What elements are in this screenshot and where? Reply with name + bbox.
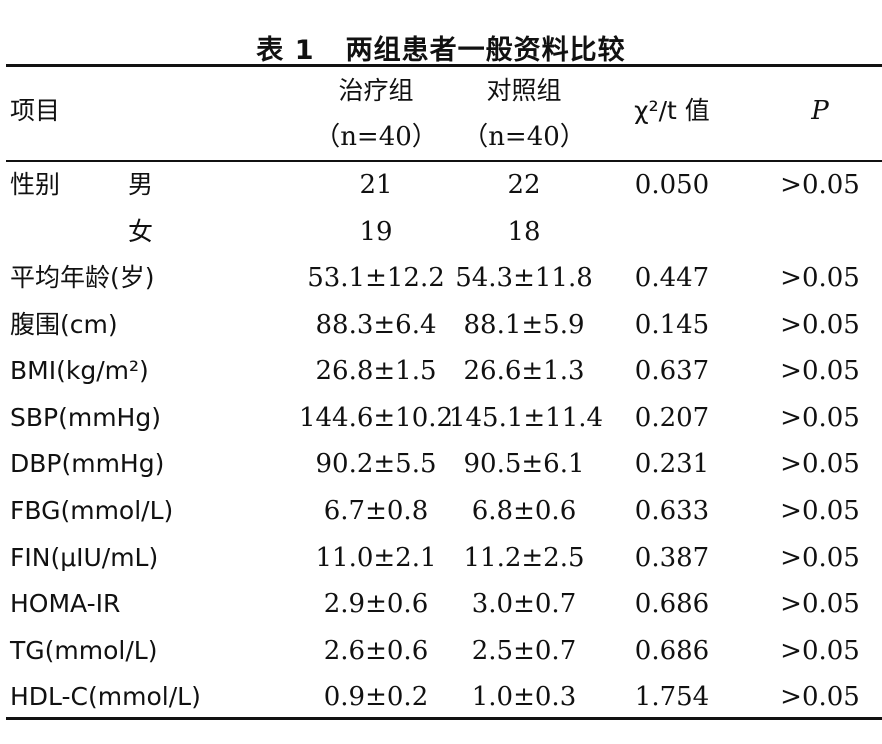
treatment-value: 144.6±10.2 [298,403,454,433]
p-value: >0.05 [780,356,860,386]
treatment-value: 6.7±0.8 [323,496,429,526]
row-label: FBG(mmol/L) [10,496,174,525]
header-group1-name: 治疗组 [338,76,414,105]
table-bottom-rule [6,717,882,720]
header-group1-n: （n=40） [314,122,438,152]
control-value: 88.1±5.9 [463,310,585,340]
table-row: HDL-C(mmol/L) 0.9±0.2 1.0±0.3 1.754 >0.0… [0,674,882,720]
stat-value: 0.633 [634,496,710,526]
table-row: DBP(mmHg) 90.2±5.5 90.5±6.1 0.231 >0.05 [0,441,882,487]
row-sub-label: 女 [128,217,154,246]
treatment-value: 19 [359,217,393,247]
treatment-value: 11.0±2.1 [315,543,437,573]
treatment-value: 88.3±6.4 [315,310,437,340]
table-row: FBG(mmol/L) 6.7±0.8 6.8±0.6 0.633 >0.05 [0,488,882,534]
stat-value: 0.207 [634,403,710,433]
row-sub-label: 男 [128,170,154,199]
row-label: HOMA-IR [10,589,121,618]
p-value: >0.05 [780,449,860,479]
treatment-value: 0.9±0.2 [323,682,429,712]
control-value: 3.0±0.7 [471,589,577,619]
row-label: BMI(kg/m²) [10,356,149,385]
control-value: 145.1±11.4 [448,403,604,433]
header-stat: χ²/t 值 [634,96,710,125]
stat-value: 1.754 [634,682,710,712]
table-top-rule [6,64,882,67]
table-row: FIN(μIU/mL) 11.0±2.1 11.2±2.5 0.387 >0.0… [0,535,882,581]
row-label: 平均年龄(岁) [10,263,155,292]
treatment-value: 26.8±1.5 [315,356,437,386]
table-row: HOMA-IR 2.9±0.6 3.0±0.7 0.686 >0.05 [0,581,882,627]
p-value: >0.05 [780,263,860,293]
stat-value: 0.387 [634,543,710,573]
treatment-value: 2.9±0.6 [323,589,429,619]
stat-value: 0.050 [634,170,710,200]
treatment-value: 21 [359,170,393,200]
header-group2-n: （n=40） [462,122,586,152]
table-row: SBP(mmHg) 144.6±10.2 145.1±11.4 0.207 >0… [0,395,882,441]
table-header-rule [6,160,882,162]
table-row: 女 19 18 [0,209,882,255]
treatment-value: 2.6±0.6 [323,636,429,666]
table-row: BMI(kg/m²) 26.8±1.5 26.6±1.3 0.637 >0.05 [0,348,882,394]
p-value: >0.05 [780,496,860,526]
header-group2-name: 对照组 [486,76,562,105]
control-value: 2.5±0.7 [471,636,577,666]
row-label: TG(mmol/L) [10,636,158,665]
control-value: 1.0±0.3 [471,682,577,712]
table-row: 腹围(cm) 88.3±6.4 88.1±5.9 0.145 >0.05 [0,302,882,348]
table-row: TG(mmol/L) 2.6±0.6 2.5±0.7 0.686 >0.05 [0,628,882,674]
control-value: 54.3±11.8 [455,263,593,293]
treatment-value: 90.2±5.5 [315,449,437,479]
header-item: 项目 [10,96,61,125]
stat-value: 0.686 [634,589,710,619]
p-value: >0.05 [780,310,860,340]
header-p: P [811,96,829,126]
control-value: 11.2±2.5 [463,543,585,573]
stat-value: 0.637 [634,356,710,386]
row-label: 腹围(cm) [10,310,118,339]
stat-value: 0.686 [634,636,710,666]
p-value: >0.05 [780,403,860,433]
control-value: 6.8±0.6 [471,496,577,526]
p-value: >0.05 [780,170,860,200]
row-label: SBP(mmHg) [10,403,161,432]
stat-value: 0.447 [634,263,710,293]
p-value: >0.05 [780,636,860,666]
row-label: 性别 [10,170,61,199]
table-row: 平均年龄(岁) 53.1±12.2 54.3±11.8 0.447 >0.05 [0,255,882,301]
p-value: >0.05 [780,682,860,712]
control-value: 18 [507,217,541,247]
control-value: 26.6±1.3 [463,356,585,386]
p-value: >0.05 [780,589,860,619]
control-value: 22 [507,170,541,200]
row-label: DBP(mmHg) [10,449,165,478]
table-row: 性别 男 21 22 0.050 >0.05 [0,162,882,208]
p-value: >0.05 [780,543,860,573]
table-title: 表 1 两组患者一般资料比较 [256,35,626,66]
stat-value: 0.145 [634,310,710,340]
stat-value: 0.231 [634,449,710,479]
row-label: HDL-C(mmol/L) [10,682,201,711]
row-label: FIN(μIU/mL) [10,543,159,572]
treatment-value: 53.1±12.2 [307,263,445,293]
control-value: 90.5±6.1 [463,449,585,479]
